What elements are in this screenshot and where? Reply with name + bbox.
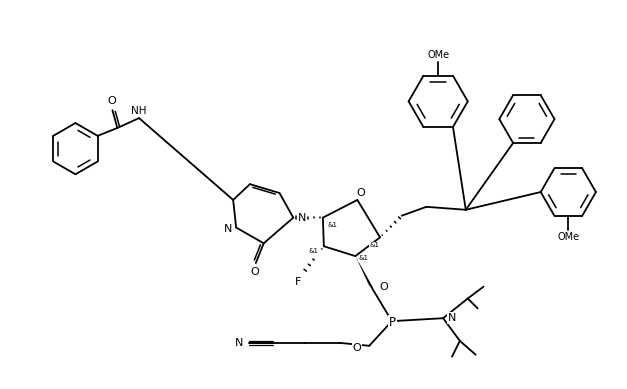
Text: O: O [107,96,116,106]
Text: OMe: OMe [427,50,450,60]
Text: O: O [352,343,361,353]
Text: N: N [224,224,232,233]
Text: N: N [448,313,456,323]
Text: OMe: OMe [557,231,579,242]
Text: &1: &1 [369,242,379,248]
Text: N: N [298,213,307,223]
Polygon shape [356,256,373,288]
Text: P: P [389,315,396,329]
Text: O: O [379,282,388,292]
Text: F: F [295,277,302,287]
Text: O: O [356,188,365,198]
Text: N: N [234,338,243,348]
Text: O: O [250,267,259,277]
Text: &1: &1 [309,248,319,254]
Text: &1: &1 [328,222,338,228]
Text: &1: &1 [358,255,368,261]
Text: NH: NH [131,106,147,116]
